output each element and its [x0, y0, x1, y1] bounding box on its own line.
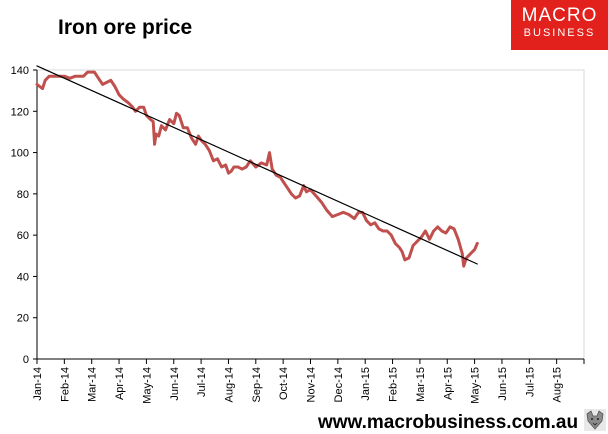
- y-tick-label: 140: [11, 65, 29, 77]
- x-tick-label: Sep-14: [251, 367, 263, 402]
- x-tick-label: Apr-14: [114, 367, 126, 400]
- x-tick-label: Apr-15: [442, 367, 454, 400]
- logo-line-business: BUSINESS: [523, 27, 596, 39]
- x-tick-label: Aug-15: [552, 367, 564, 402]
- x-tick-label: Jul-15: [524, 367, 536, 397]
- x-tick-label: Mar-15: [415, 367, 427, 402]
- y-tick-label: 40: [17, 271, 29, 283]
- y-tick-label: 80: [17, 189, 29, 201]
- y-tick-label: 60: [17, 230, 29, 242]
- x-tick-label: Feb-15: [388, 367, 400, 402]
- x-tick-label: Mar-14: [87, 367, 99, 402]
- logo-line-macro: MACRO: [521, 5, 598, 26]
- x-tick-label: May-14: [141, 367, 153, 404]
- x-tick-label: Jul-14: [196, 367, 208, 397]
- y-tick-label: 20: [17, 313, 29, 325]
- x-tick-label: Jan-14: [32, 367, 44, 401]
- x-tick-label: May-15: [470, 367, 482, 404]
- x-tick-label: Jan-15: [360, 367, 372, 401]
- y-tick-label: 100: [11, 148, 29, 160]
- iron-ore-line-chart: 0 20 40 60 80 100 120 140 Jan-14 Feb-14 Mar-14 Apr-…: [11, 65, 585, 404]
- series-line-iron-ore: [35, 70, 479, 268]
- x-tick-label: Jun-15: [497, 367, 509, 401]
- x-tick-label: Feb-14: [59, 367, 71, 402]
- x-tick-label: Jun-14: [169, 367, 181, 401]
- wolf-logo-icon: [584, 409, 606, 431]
- x-tick-label: Oct-14: [278, 367, 290, 400]
- x-tick-label: Nov-14: [306, 367, 318, 402]
- x-tick-label: Aug-14: [223, 367, 235, 402]
- y-tick-label: 0: [23, 354, 29, 366]
- y-tick-label: 120: [11, 106, 29, 118]
- footer-url[interactable]: www.macrobusiness.com.au: [318, 412, 579, 433]
- macrobusiness-logo: MACRO BUSINESS: [511, 0, 608, 50]
- chart-title: Iron ore price: [58, 16, 193, 39]
- plot-area: [36, 69, 585, 360]
- trend-line: [36, 65, 478, 265]
- x-tick-label: Dec-14: [333, 367, 345, 402]
